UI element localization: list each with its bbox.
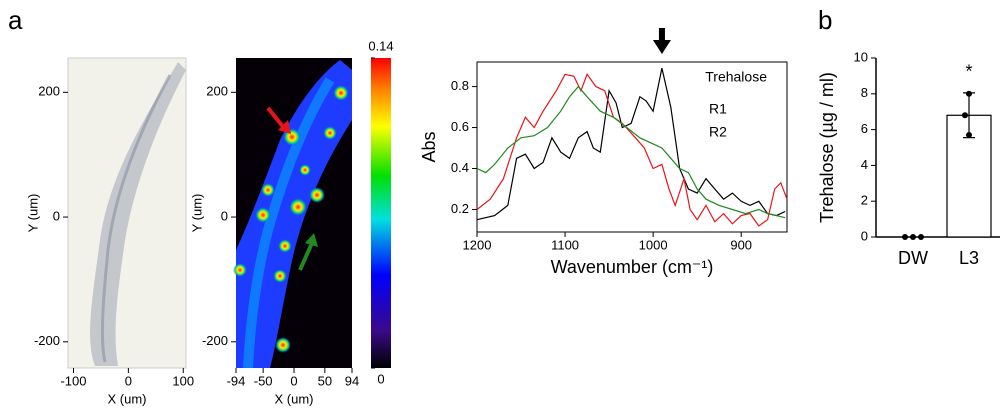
x-tick-label: 1200 [463,237,492,252]
x-tick-label: 94 [345,373,359,388]
spectrum-line [476,85,786,219]
y-tick-label: 0.2 [451,201,469,216]
y-axis-label: Trehalose (µg / ml) [817,72,837,223]
data-point [910,234,916,240]
region-label: R2 [302,279,320,295]
panel-label: b [818,5,832,35]
y-tick-label: 6 [861,121,868,136]
x-tick-label: DW [898,248,928,268]
x-tick-label: 1100 [551,237,579,252]
x-tick-label: L3 [959,248,979,268]
legend-entry: R1 [709,101,727,117]
spectrum-line [476,73,788,227]
legend-entry: R2 [709,124,727,140]
x-tick-label: 0 [125,373,132,388]
y-tick-label: 0.8 [451,78,469,93]
y-tick-label: 0 [861,228,868,243]
y-tick-label: 0 [53,208,60,223]
panel-label: a [8,5,23,35]
spectrum-line [476,67,786,221]
y-tick-label: 200 [38,84,60,99]
y-axis-label: Y (um) [25,194,40,233]
x-tick-label: 50 [318,373,332,388]
micrograph [67,57,187,369]
ir-map [233,58,391,369]
x-axis-label: Wavenumber (cm⁻¹) [551,257,714,277]
y-tick-label: 8 [861,85,868,100]
colorbar-tick-label: 0 [377,371,384,386]
legend-entry: Trehalose [705,69,767,85]
y-tick-label: 0.4 [451,160,469,175]
peak-arrow [652,28,671,54]
region-label: R1 [265,91,283,107]
x-tick-label: -50 [254,373,273,388]
x-tick-label: -100 [60,373,86,388]
colorbar-tick-label: 0.14 [368,38,393,53]
data-point [962,112,968,119]
x-tick-label: 100 [172,373,194,388]
data-point [918,234,924,240]
y-tick-label: -200 [34,333,60,348]
y-tick-label: 0 [221,208,228,223]
x-axis-label: X (um) [275,391,314,406]
y-tick-label: 2 [861,193,868,208]
x-tick-label: -94 [227,373,246,388]
x-tick-label: 900 [730,237,752,252]
plot-frame [476,61,788,233]
y-tick-label: 4 [861,157,868,172]
x-tick-label: 0 [290,373,297,388]
x-axis-label: X (um) [108,391,147,406]
y-tick-label: 10 [854,49,868,64]
y-axis-label: Y (um) [189,194,204,233]
x-tick-label: 1000 [639,237,668,252]
data-point [902,234,908,240]
data-point [966,131,972,138]
data-point [966,90,972,97]
y-tick-label: 0.6 [451,119,469,134]
significance-mark: * [965,62,972,82]
y-tick-label: 200 [206,84,228,99]
y-axis-label: Abs [419,131,439,162]
y-tick-label: -200 [202,333,228,348]
